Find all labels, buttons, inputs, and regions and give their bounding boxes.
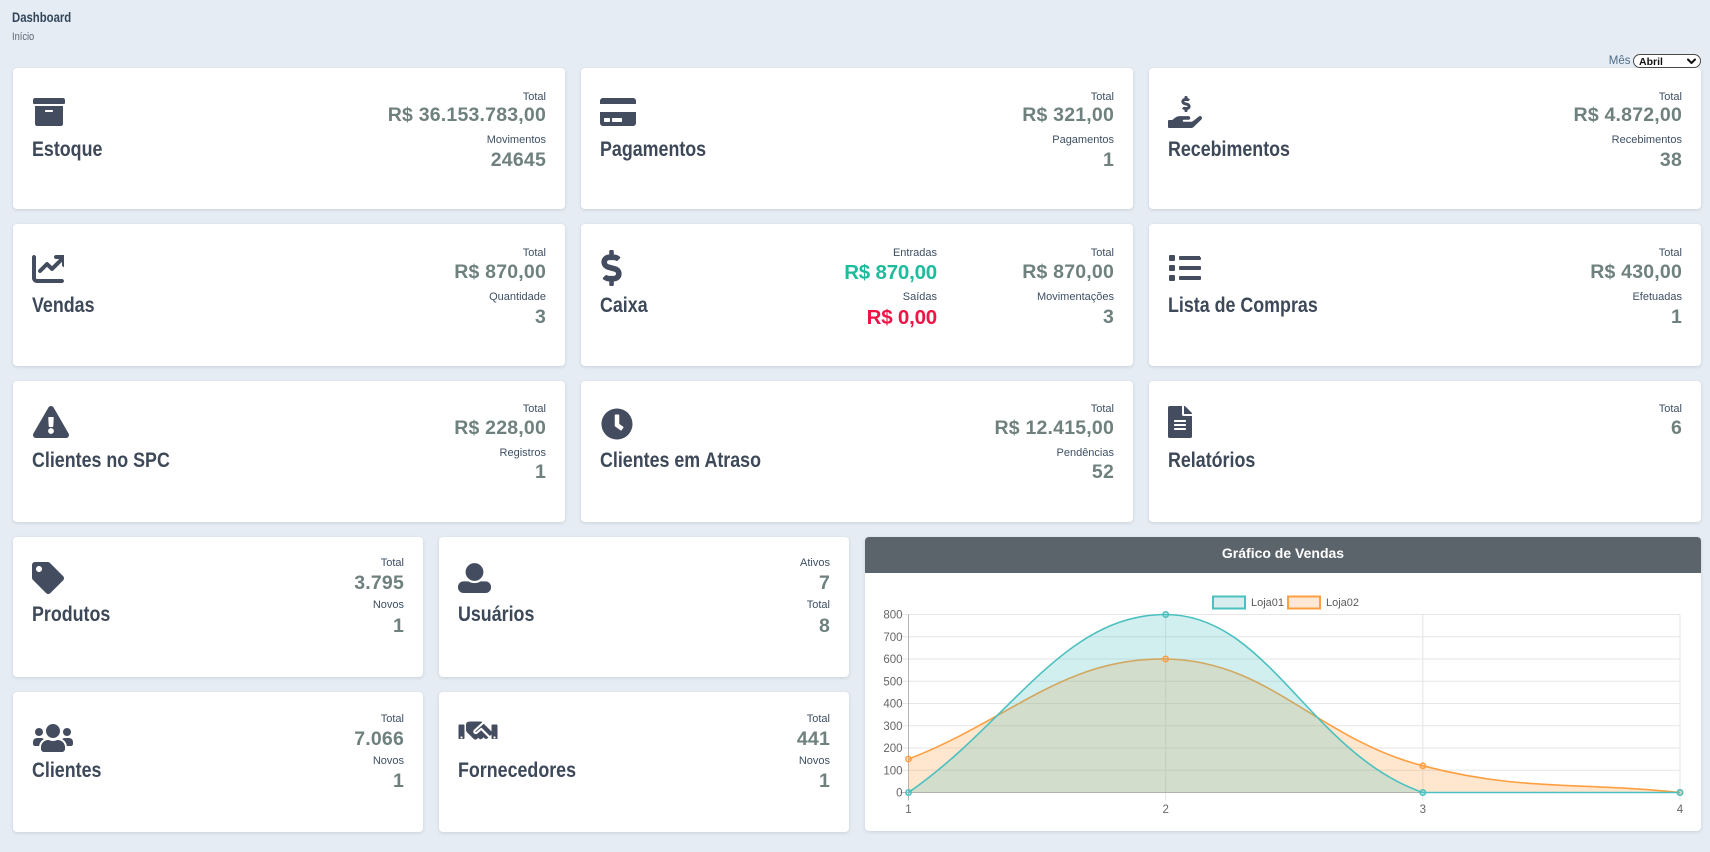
svg-text:300: 300: [883, 720, 902, 732]
svg-text:2: 2: [1162, 804, 1168, 816]
svg-text:4: 4: [1677, 804, 1684, 816]
svg-text:800: 800: [883, 609, 902, 621]
svg-text:3: 3: [1420, 804, 1426, 816]
svg-text:1: 1: [905, 804, 911, 816]
svg-text:0: 0: [896, 787, 902, 799]
svg-text:Loja02: Loja02: [1326, 597, 1359, 609]
svg-text:600: 600: [883, 654, 902, 666]
svg-text:100: 100: [883, 765, 902, 777]
svg-text:400: 400: [883, 698, 902, 710]
svg-text:200: 200: [883, 743, 902, 755]
svg-text:500: 500: [883, 676, 902, 688]
svg-text:700: 700: [883, 631, 902, 643]
svg-text:Loja01: Loja01: [1251, 597, 1284, 609]
